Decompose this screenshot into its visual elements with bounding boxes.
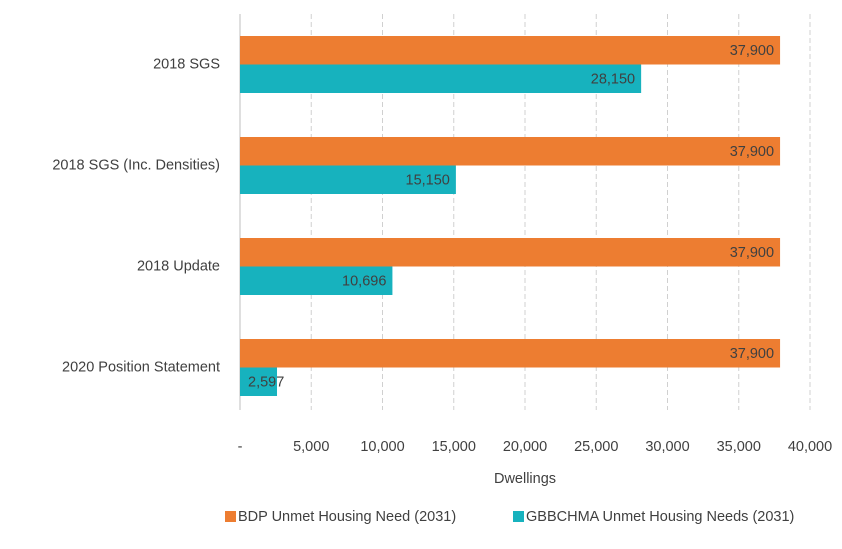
bar: [240, 36, 781, 65]
bar: [240, 238, 781, 267]
bar-value-label: 15,150: [406, 173, 450, 189]
y-tick-label: 2018 SGS (Inc. Densities): [52, 157, 220, 173]
x-tick-label: 25,000: [574, 439, 618, 455]
bar-value-label: 37,900: [730, 144, 774, 160]
x-tick-label: 30,000: [645, 439, 689, 455]
bar-value-label: 37,900: [730, 245, 774, 261]
x-axis-label: Dwellings: [494, 471, 556, 487]
bar-value-label: 28,150: [591, 72, 635, 88]
bar: [240, 64, 642, 93]
y-tick-label: 2018 SGS: [153, 56, 220, 72]
x-tick-label: 35,000: [717, 439, 761, 455]
bar: [240, 266, 393, 295]
x-tick-label: 20,000: [503, 439, 547, 455]
bar-value-label: 37,900: [730, 43, 774, 59]
y-tick-label: 2020 Position Statement: [62, 359, 220, 375]
bar: [240, 137, 781, 166]
x-tick-label: -: [238, 439, 243, 455]
y-tick-label: 2018 Update: [137, 258, 220, 274]
bar-value-label: 2,597: [248, 375, 284, 391]
bar: [240, 339, 781, 368]
x-tick-label: 10,000: [360, 439, 404, 455]
legend-swatch: [513, 511, 524, 522]
legend-label: BDP Unmet Housing Need (2031): [238, 509, 456, 525]
bar-value-label: 10,696: [342, 274, 386, 290]
legend-swatch: [225, 511, 236, 522]
bar: [240, 165, 456, 194]
legend-label: GBBCHMA Unmet Housing Needs (2031): [526, 509, 794, 525]
x-tick-label: 40,000: [788, 439, 832, 455]
x-tick-label: 5,000: [293, 439, 329, 455]
bar-value-label: 37,900: [730, 346, 774, 362]
bar: [240, 367, 278, 396]
x-tick-label: 15,000: [432, 439, 476, 455]
